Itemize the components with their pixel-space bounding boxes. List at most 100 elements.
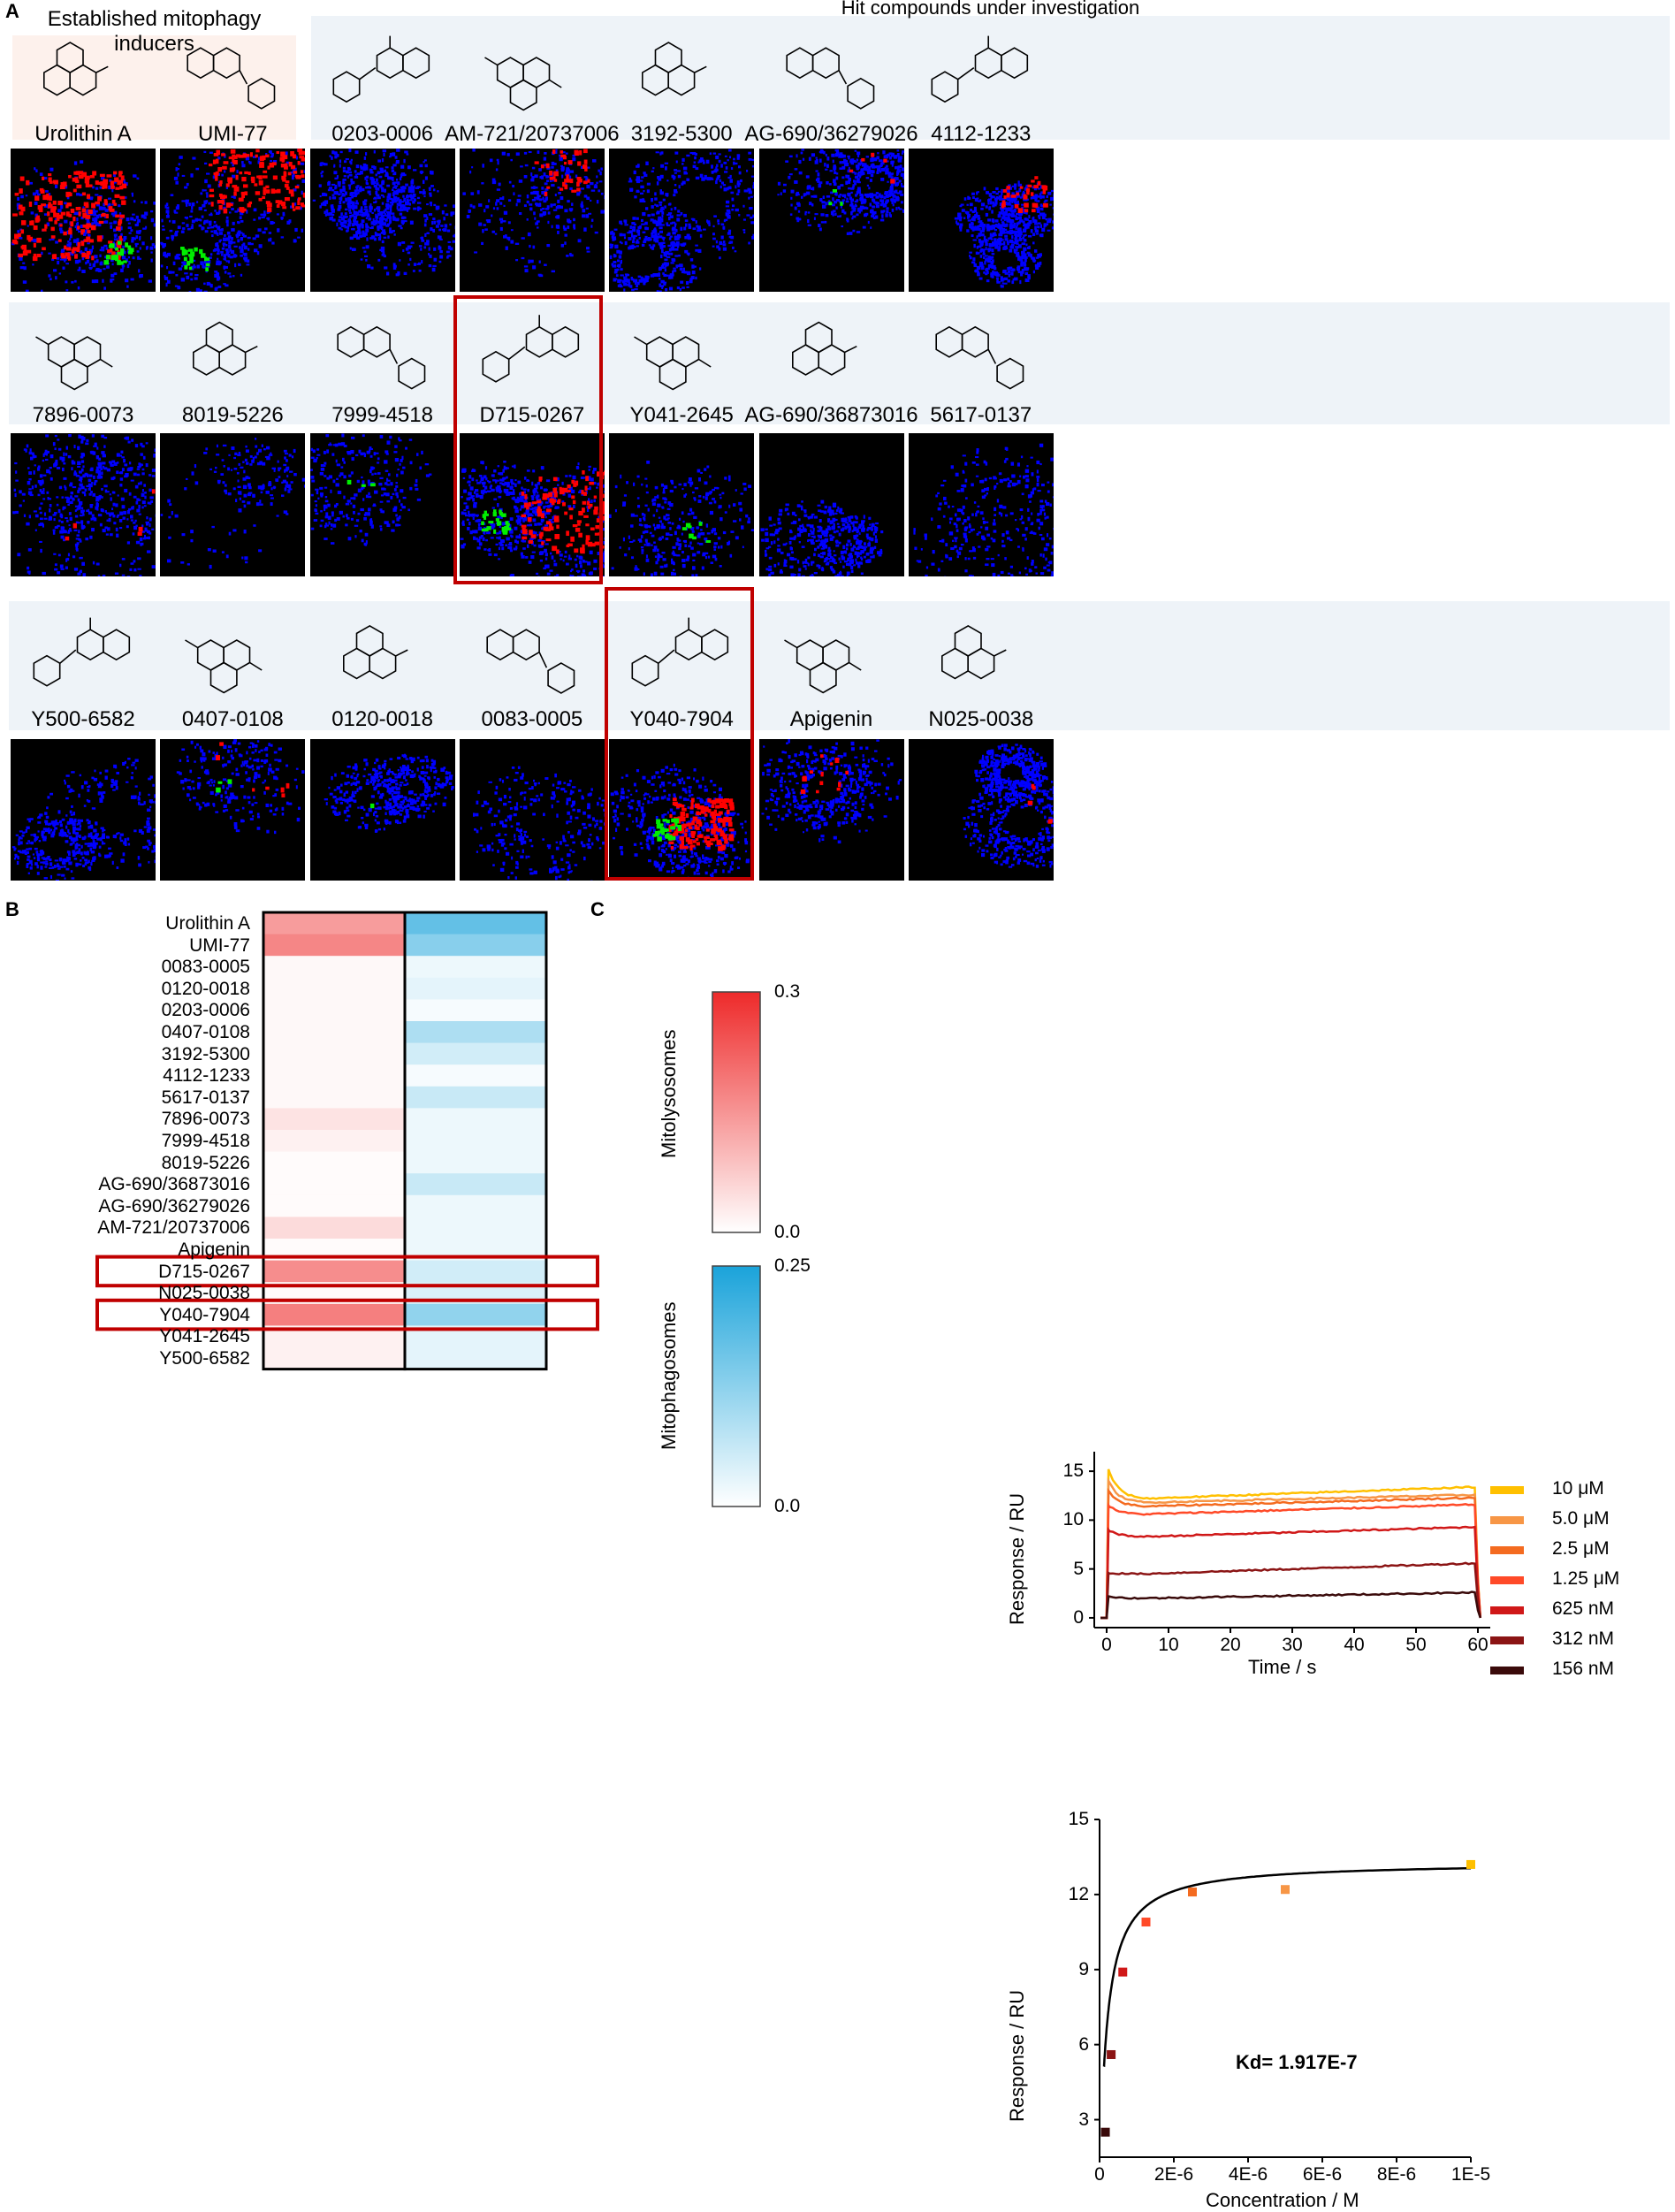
legend-marker (1490, 1606, 1524, 1614)
legend-marker (1490, 1576, 1524, 1584)
legend-label: 5.0 μM (1552, 1508, 1610, 1529)
sensorgram-xtick: 10 (1155, 1635, 1182, 1656)
highlight-box-d715 (453, 295, 603, 584)
binding-data-point (1107, 2050, 1115, 2059)
colorbar-blue (712, 1266, 760, 1506)
hits-title: Hit compounds under investigation (311, 0, 1670, 19)
binding-data-point (1281, 1885, 1290, 1894)
colorbar-red (712, 992, 760, 1232)
colorbar-blue-title: Mitophagosomes (658, 1301, 681, 1450)
structure-0203-0006 (310, 25, 455, 120)
sensorgram-series-line (1100, 1592, 1481, 1618)
heatmap-row-label: Y500-6582 (20, 1348, 250, 1369)
sensorgram-ytick: 10 (1057, 1509, 1084, 1530)
binding-data-point (1118, 1968, 1127, 1977)
heatmap-row-label: AG-690/36873016 (20, 1174, 250, 1195)
sensorgram-xlabel: Time / s (1248, 1656, 1316, 1679)
structure-urolithin-a (11, 25, 156, 120)
heatmap-row-label: Y040-7904 (20, 1305, 250, 1326)
heatmap-cell-mitolysosomes (263, 1304, 405, 1326)
legend-label: 625 nM (1552, 1598, 1614, 1620)
heatmap-row-label: AM-721/20737006 (20, 1217, 250, 1239)
heatmap-row-label: 5617-0137 (20, 1087, 250, 1109)
heatmap-row-label: Y041-2645 (20, 1326, 250, 1347)
heatmap-row-label: 8019-5226 (20, 1153, 250, 1174)
heatmap-cell-mitophagosomes (405, 1152, 546, 1174)
structure-4112-1233 (909, 25, 1054, 120)
binding-xtick: 4E-6 (1222, 2164, 1275, 2185)
binding-data-point (1101, 2128, 1110, 2137)
sensorgram-xtick: 60 (1465, 1635, 1491, 1656)
heatmap-row-label: 7896-0073 (20, 1109, 250, 1130)
heatmap-cell-mitophagosomes (405, 978, 546, 1000)
heatmap-cell-mitolysosomes (263, 999, 405, 1021)
sensorgram-series-line (1100, 1481, 1481, 1618)
heatmap-cell-mitolysosomes (263, 1087, 405, 1109)
heatmap-cell-mitolysosomes (263, 1217, 405, 1239)
structure-ag-690-36873016 (759, 302, 904, 401)
micrograph-ag-690-36873016 (759, 433, 904, 576)
heatmap-cell-mitophagosomes (405, 1108, 546, 1130)
binding-ytick: 15 (1059, 1809, 1089, 1830)
legend-marker (1490, 1516, 1524, 1524)
binding-xtick: 6E-6 (1296, 2164, 1349, 2185)
heatmap-cell-mitophagosomes (405, 1064, 546, 1087)
sensorgram-series-line (1100, 1527, 1481, 1618)
legend-marker (1490, 1667, 1524, 1674)
heatmap-row-label: Apigenin (20, 1239, 250, 1261)
heatmap-cell-mitophagosomes (405, 1043, 546, 1065)
heatmap-cell-mitolysosomes (263, 1347, 405, 1369)
compound-label: 4112-1233 (891, 122, 1071, 147)
legend-label: 1.25 μM (1552, 1568, 1619, 1590)
heatmap-cell-mitophagosomes (405, 1217, 546, 1239)
heatmap-cell-mitophagosomes (405, 934, 546, 957)
heatmap-row-label: 0120-0018 (20, 979, 250, 1000)
sensorgram-series-line (1100, 1469, 1481, 1618)
micrograph-0120-0018 (310, 739, 455, 881)
heatmap-cell-mitolysosomes (263, 912, 405, 934)
structure-3192-5300 (609, 25, 754, 120)
heatmap-cell-mitolysosomes (263, 1064, 405, 1087)
sensorgram-series-line (1100, 1563, 1481, 1618)
structure-0083-0005 (460, 603, 605, 707)
heatmap-cell-mitophagosomes (405, 1325, 546, 1347)
heatmap-row-label: D715-0267 (20, 1262, 250, 1283)
heatmap-cell-mitophagosomes (405, 1130, 546, 1152)
binding-data-point (1142, 1918, 1151, 1926)
colorbar-red-min: 0.0 (774, 1222, 800, 1243)
binding-fit-curve (1104, 1868, 1471, 2066)
heatmap-row-label: UMI-77 (20, 935, 250, 957)
heatmap-cell-mitophagosomes (405, 912, 546, 934)
panel-c-letter: C (590, 898, 605, 921)
heatmap-cell-mitolysosomes (263, 978, 405, 1000)
micrograph-y500-6582 (11, 739, 156, 881)
colorbar-red-title: Mitolysosomes (658, 1030, 681, 1158)
micrograph-ag-690-36279026 (759, 149, 904, 292)
structure-7999-4518 (310, 302, 455, 401)
colorbar-red-max: 0.3 (774, 981, 800, 1003)
heatmap-cell-mitophagosomes (405, 1347, 546, 1369)
micrograph-3192-5300 (609, 149, 754, 292)
legend-marker (1490, 1546, 1524, 1554)
binding-ylabel: Response / RU (1006, 1990, 1029, 2122)
structure-7896-0073 (11, 302, 156, 401)
structure-apigenin (759, 603, 904, 707)
heatmap-cell-mitolysosomes (263, 1043, 405, 1065)
heatmap-cell-mitolysosomes (263, 1239, 405, 1261)
panel-b-letter: B (5, 898, 19, 921)
heatmap-row-label: 4112-1233 (20, 1065, 250, 1087)
micrograph-7896-0073 (11, 433, 156, 576)
heatmap-row-label: 3192-5300 (20, 1044, 250, 1065)
legend-label: 2.5 μM (1552, 1538, 1610, 1560)
sensorgram-xtick: 40 (1341, 1635, 1367, 1656)
structure-5617-0137 (909, 302, 1054, 401)
legend-label: 10 μM (1552, 1478, 1604, 1499)
binding-ytick: 3 (1059, 2109, 1089, 2131)
structure-0120-0018 (310, 603, 455, 707)
heatmap-cell-mitolysosomes (263, 1021, 405, 1043)
structure-0407-0108 (160, 603, 305, 707)
heatmap-cell-mitophagosomes (405, 1239, 546, 1261)
micrograph-7999-4518 (310, 433, 455, 576)
heatmap-row-label: 0203-0006 (20, 1000, 250, 1021)
heatmap-cell-mitolysosomes (263, 1130, 405, 1152)
